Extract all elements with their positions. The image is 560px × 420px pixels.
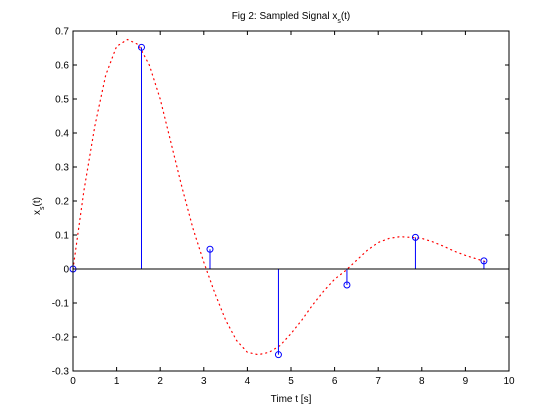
- y-tick-label: 0: [63, 265, 69, 276]
- y-tick-label: -0.1: [52, 299, 70, 310]
- x-axis-label: Time t [s]: [271, 394, 312, 405]
- x-tick-label: 5: [288, 376, 294, 387]
- y-tick-label: 0.1: [55, 231, 69, 242]
- y-tick-label: 0.7: [55, 27, 69, 38]
- y-label-main: x: [32, 210, 43, 215]
- sample-marker: [206, 245, 214, 253]
- x-tick-label: 9: [463, 376, 469, 387]
- x-tick-label: 1: [114, 376, 120, 387]
- x-tick-label: 2: [157, 376, 163, 387]
- sample-marker: [411, 233, 419, 241]
- y-axis-label: xs(t): [32, 197, 46, 215]
- title-main: Fig 2: Sampled Signal x: [232, 11, 338, 22]
- axes-box: [72, 30, 510, 372]
- y-label-subscript: s: [39, 206, 46, 210]
- y-tick-label: 0.6: [55, 61, 69, 72]
- x-tick-label: 7: [375, 376, 381, 387]
- y-tick-label: 0.4: [55, 129, 69, 140]
- x-tick-label: 0: [70, 376, 76, 387]
- x-tick-label: 8: [419, 376, 425, 387]
- continuous-signal-line: [72, 38, 488, 356]
- y-label-tail: (t): [32, 197, 43, 206]
- sample-marker: [274, 351, 282, 359]
- chart-title: Fig 2: Sampled Signal xs(t): [232, 11, 351, 25]
- stems-layer: [69, 43, 488, 359]
- title-subscript: s: [337, 18, 341, 25]
- sample-marker: [343, 281, 351, 289]
- y-tick-label: -0.2: [52, 333, 70, 344]
- curve-layer: [72, 38, 488, 356]
- sample-marker: [137, 43, 145, 51]
- x-tick-label: 6: [332, 376, 338, 387]
- sample-marker: [480, 257, 488, 265]
- y-tick-label: -0.3: [52, 367, 70, 378]
- x-tick-label: 3: [201, 376, 207, 387]
- ticks-layer: 0 1 2 3 4 5 6 7 8 9 10 -0.3 -0.2 -0.1 0 0.1 0.2 0.3 0.4 0.5…: [52, 27, 515, 388]
- y-tick-label: 0.2: [55, 197, 69, 208]
- y-tick-label: 0.3: [55, 163, 69, 174]
- y-tick-label: 0.5: [55, 95, 69, 106]
- title-tail: (t): [341, 11, 350, 22]
- x-tick-label: 4: [245, 376, 251, 387]
- x-tick-label: 10: [503, 376, 515, 387]
